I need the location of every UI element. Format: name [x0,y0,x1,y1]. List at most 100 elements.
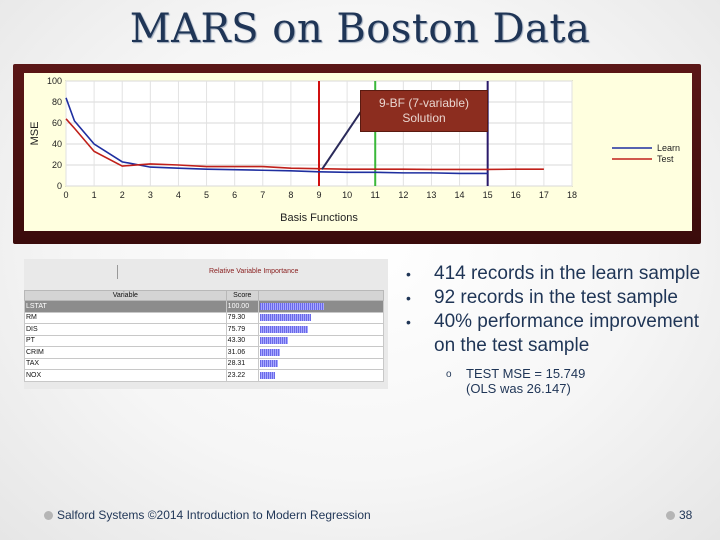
x-tick-label: 5 [204,190,209,200]
bullet-dot: • [406,314,411,330]
x-tick-label: 6 [232,190,237,200]
importance-row[interactable]: TAX 28.31 [24,357,385,370]
importance-bar-cell [257,334,385,347]
importance-variable: CRIM [24,346,227,359]
importance-bar-cell [257,357,385,370]
x-tick-label: 1 [92,190,97,200]
x-tick-label: 15 [483,190,493,200]
importance-bar [259,302,324,310]
importance-bar-cell [257,311,385,324]
importance-score: 23.22 [225,369,259,382]
importance-variable: TAX [24,357,227,370]
importance-variable: PT [24,334,227,347]
importance-score: 100.00 [225,300,259,313]
footer-dot-icon [44,511,53,520]
page-dot-icon [666,511,675,520]
x-tick-label: 13 [426,190,436,200]
y-tick-label: 0 [57,181,62,191]
bullet-list: • 414 records in the learn sample • 92 rec… [406,262,706,396]
series-line-test [65,118,544,171]
importance-score: 28.31 [225,357,259,370]
importance-bar-cell [257,369,385,382]
importance-score: 79.30 [225,311,259,324]
header-bar [257,290,385,301]
bullet-text: 40% performance improvement on the test … [434,311,700,356]
importance-score: 43.30 [225,334,259,347]
x-tick-label: 17 [539,190,549,200]
importance-bar [259,348,280,356]
importance-bar [259,337,288,345]
importance-bar-cell [257,346,385,359]
footer: Salford Systems ©2014 Introduction to Mo… [44,508,371,522]
y-tick-label: 20 [52,160,62,170]
y-axis-label: MSE [29,122,41,146]
importance-header-row: Variable Score [24,290,385,301]
importance-row[interactable]: LSTAT 100.00 [24,300,385,313]
callout-pointer [321,109,363,170]
panel-separator [117,265,118,279]
importance-score: 75.79 [225,323,259,336]
bullet-text: 414 records in the learn sample [434,263,701,284]
x-tick-label: 8 [288,190,293,200]
importance-title: Relative Variable Importance [209,268,299,275]
mse-chart: 0 20 40 60 80 100 0 1 2 3 4 5 6 7 8 9 10 11 12 13 14 15 16 17 18… [24,73,692,231]
callout-line1: 9-BF (7-variable) [378,96,470,110]
variable-importance-panel: Relative Variable Importance Variable Sc… [24,259,388,389]
importance-score: 31.06 [225,346,259,359]
legend-label-learn: Learn [657,143,680,153]
importance-body: LSTAT 100.00 RM 79.30 DIS 75.79 PT 43.30 CRIM 31.… [24,300,385,382]
x-tick-label: 9 [316,190,321,200]
importance-row[interactable]: DIS 75.79 [24,323,385,336]
bullet-dot: • [406,266,411,282]
importance-bar-cell [257,300,385,313]
x-tick-label: 11 [371,190,380,200]
bullet-dot: • [406,290,411,306]
page-number: 38 [666,508,692,522]
x-tick-label: 16 [511,190,521,200]
importance-table: Variable Score LSTAT 100.00 RM 79.30 DIS 75.7… [24,290,385,382]
header-score[interactable]: Score [225,290,259,301]
importance-bar [259,371,275,379]
importance-variable: LSTAT [24,300,227,313]
callout-line2: Solution [402,111,446,125]
y-tick-label: 60 [52,118,62,128]
page-number-text: 38 [679,508,693,522]
bullet-item: • 414 records in the learn sample [406,262,706,286]
y-tick-label: 40 [52,139,62,149]
x-axis-label: Basis Functions [280,212,358,224]
importance-bar [259,325,309,333]
sub-bullet-line2: (OLS was 26.147) [466,381,571,396]
slide-title: MARS on Boston Data [129,6,591,52]
y-tick-label: 100 [47,76,62,86]
sub-bullet: o TEST MSE = 15.749 (OLS was 26.147) [406,366,706,396]
x-tick-label: 18 [567,190,577,200]
importance-row[interactable]: NOX 23.22 [24,369,385,382]
series-line-learn [65,97,488,175]
sub-bullet-line1: TEST MSE = 15.749 [466,366,586,381]
x-tick-label: 4 [176,190,181,200]
importance-variable: RM [24,311,227,324]
header-variable[interactable]: Variable [24,290,227,301]
x-tick-label: 12 [398,190,408,200]
bullet-item: • 92 records in the test sample [406,286,706,310]
importance-bar [259,360,279,368]
sub-bullet-marker: o [446,369,452,380]
importance-row[interactable]: RM 79.30 [24,311,385,324]
x-tick-label: 14 [455,190,465,200]
solution-callout: 9-BF (7-variable) Solution [360,90,488,132]
importance-row[interactable]: PT 43.30 [24,334,385,347]
importance-row[interactable]: CRIM 31.06 [24,346,385,359]
x-tick-label: 0 [63,190,68,200]
x-tick-label: 2 [120,190,125,200]
x-tick-label: 3 [148,190,153,200]
footer-text: Salford Systems ©2014 Introduction to Mo… [57,508,371,522]
x-tick-label: 7 [260,190,265,200]
importance-bar [259,314,311,322]
legend-label-test: Test [657,154,674,164]
importance-bar-cell [257,323,385,336]
x-tick-label: 10 [342,190,352,200]
importance-variable: DIS [24,323,227,336]
bullet-item: • 40% performance improvement on the test… [406,310,706,358]
